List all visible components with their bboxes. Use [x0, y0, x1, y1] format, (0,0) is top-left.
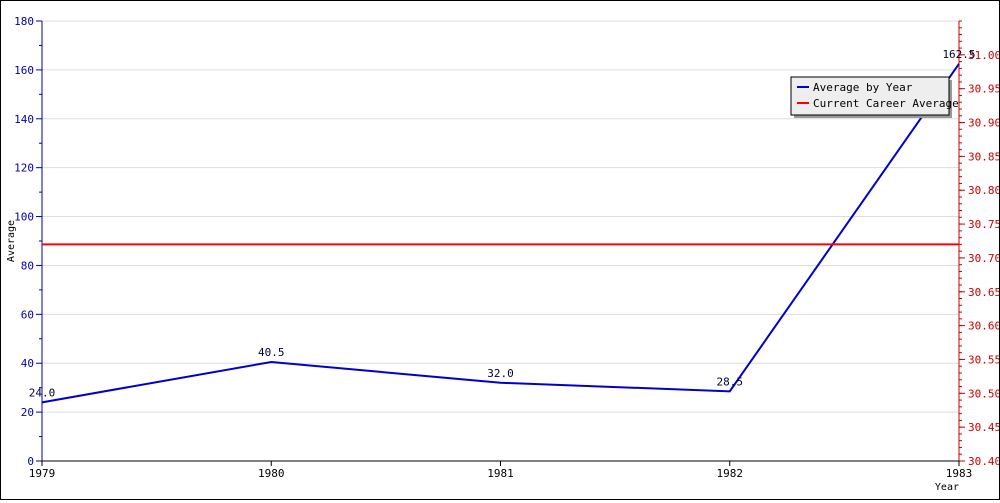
- right-y-tick-label: 30.50: [968, 387, 999, 400]
- data-label: 32.0: [487, 367, 514, 380]
- y-axis-title: Average: [6, 220, 17, 262]
- data-label: 24.0: [29, 386, 56, 399]
- grid: [42, 20, 959, 462]
- right-y-tick-label: 30.95: [968, 83, 999, 96]
- x-tick-label: 1982: [717, 467, 744, 480]
- data-label: 28.5: [717, 375, 744, 388]
- right-y-tick-label: 30.90: [968, 117, 999, 130]
- x-tick-label: 1979: [29, 467, 56, 480]
- x-axis-title: Year: [935, 482, 959, 493]
- left-y-tick-label: 120: [14, 162, 34, 175]
- x-tick-label: 1983: [946, 467, 973, 480]
- right-y-tick-label: 30.40: [968, 455, 999, 468]
- left-y-tick-label: 80: [21, 259, 34, 272]
- right-y-tick-label: 30.60: [968, 320, 999, 333]
- legend: Average by Year Current Career Average: [790, 76, 959, 118]
- x-tick-label: 1980: [258, 467, 285, 480]
- left-y-tick-label: 160: [14, 64, 34, 77]
- axes: 0 20 40 60 80 100 120 140 160 180 30.40 30.45 30.50 3…: [14, 15, 1000, 480]
- left-y-tick-label: 40: [21, 357, 34, 370]
- legend-entry: Average by Year: [813, 81, 913, 94]
- legend-box: [790, 76, 950, 116]
- data-label: 40.5: [258, 346, 285, 359]
- right-y-tick-label: 30.55: [968, 353, 999, 366]
- left-y-tick-label: 20: [21, 406, 34, 419]
- right-y-tick-label: 31.00: [968, 49, 999, 62]
- series-line-0: [41, 63, 960, 404]
- series: [41, 63, 960, 404]
- right-y-tick-label: 30.80: [968, 184, 999, 197]
- data-label: 162.5: [942, 48, 975, 61]
- left-y-tick-label: 60: [21, 308, 34, 321]
- right-y-tick-label: 30.45: [968, 421, 999, 434]
- left-y-tick-label: 100: [14, 211, 34, 224]
- right-y-tick-label: 30.85: [968, 150, 999, 163]
- left-y-tick-label: 140: [14, 113, 34, 126]
- legend-entry: Current Career Average: [813, 97, 959, 110]
- right-y-tick-label: 30.70: [968, 252, 999, 265]
- left-y-tick-label: 180: [14, 15, 34, 28]
- data-labels: 24.0 40.5 32.0 28.5 162.5: [29, 48, 976, 400]
- right-y-tick-label: 30.75: [968, 218, 999, 231]
- right-y-tick-label: 30.65: [968, 286, 999, 299]
- x-tick-label: 1981: [487, 467, 514, 480]
- left-y-tick-label: 0: [27, 455, 34, 468]
